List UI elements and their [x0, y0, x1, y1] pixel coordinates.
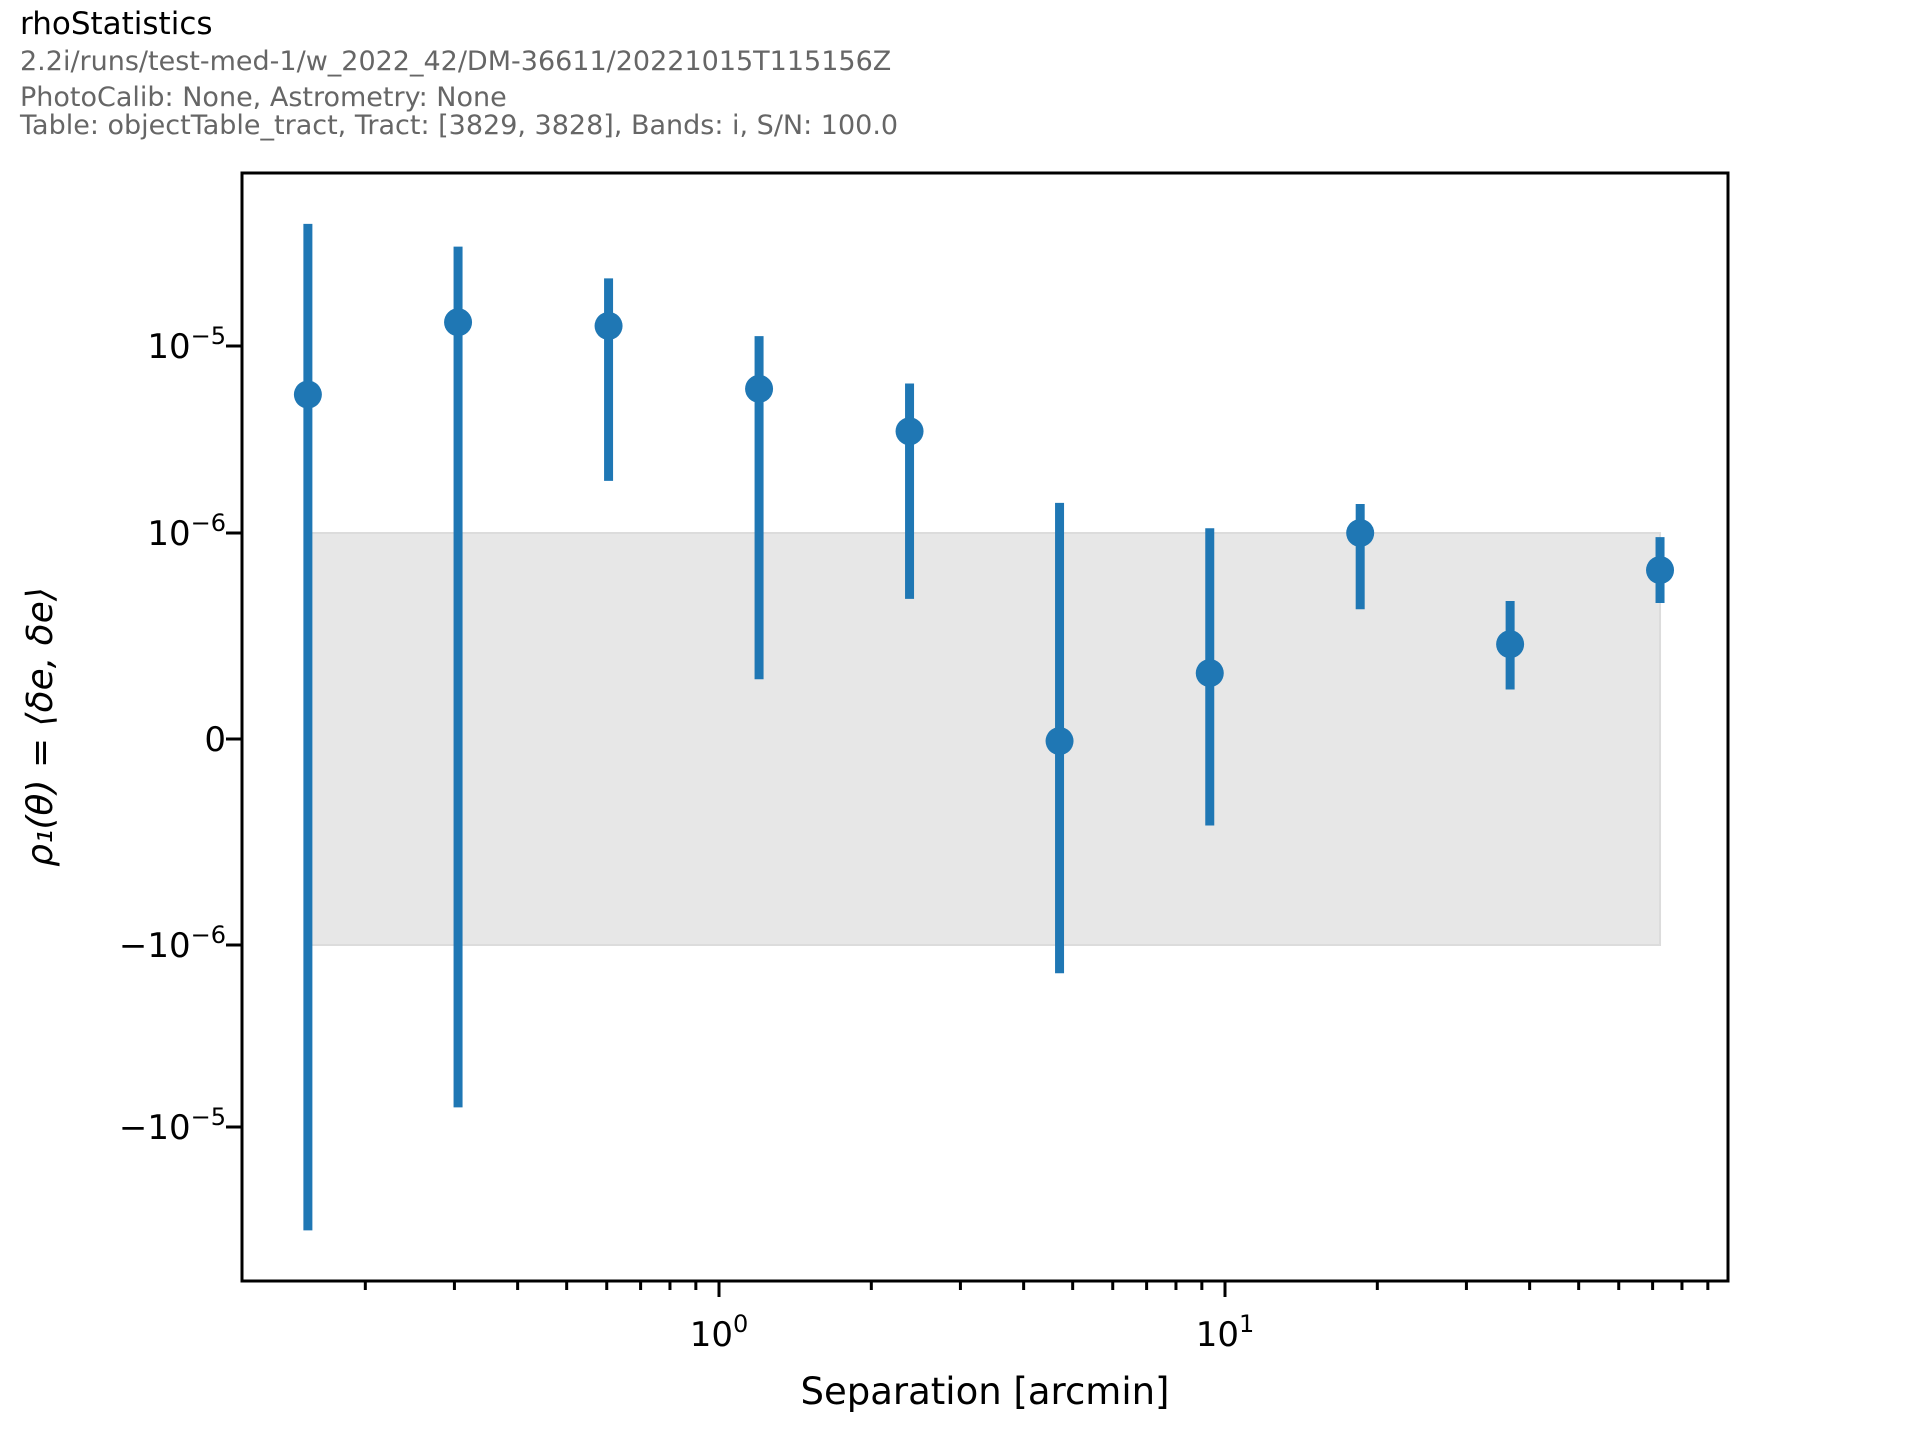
y-tick-label: 0 — [204, 720, 226, 760]
x-tick-label: 100 — [690, 1310, 749, 1355]
data-point — [1646, 556, 1675, 585]
figure-subtitle-run: 2.2i/runs/test-med-1/w_2022_42/DM-36611/… — [20, 46, 892, 77]
data-point — [1045, 727, 1074, 756]
data-point — [895, 417, 924, 446]
y-tick-label: −10−6 — [119, 921, 226, 966]
y-tick-label: −10−5 — [119, 1103, 226, 1148]
data-point — [444, 308, 473, 337]
data-point — [1195, 659, 1224, 688]
data-point — [594, 311, 623, 340]
data-point — [1346, 519, 1375, 547]
x-tick-label: 101 — [1196, 1310, 1255, 1355]
shaded-band — [306, 532, 1662, 946]
data-point — [745, 374, 774, 403]
figure-title: rhoStatistics — [20, 6, 213, 42]
plot-frame — [240, 171, 1730, 1283]
data-point — [293, 380, 322, 409]
y-axis-label: ρ₁(θ) = ⟨δe, δe⟩ — [20, 587, 61, 867]
y-tick-label: 10−6 — [147, 509, 226, 554]
y-tick-label: 10−5 — [147, 322, 226, 367]
x-axis-label: Separation [arcmin] — [801, 1370, 1170, 1413]
figure-subtitle-calib: PhotoCalib: None, Astrometry: None — [20, 82, 507, 113]
data-point — [1496, 630, 1525, 659]
figure-subtitle-table: Table: objectTable_tract, Tract: [3829, … — [20, 110, 899, 141]
